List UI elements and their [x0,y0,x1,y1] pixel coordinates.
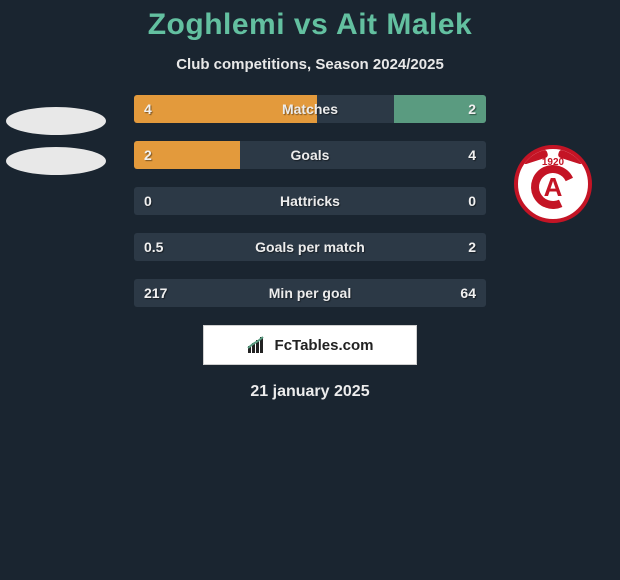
metric-label: Goals [134,141,486,169]
comparison-card: Zoghlemi vs Ait Malek Club competitions,… [0,0,620,401]
subtitle: Club competitions, Season 2024/2025 [0,56,620,73]
metric-row: 4Matches2 [134,95,486,123]
metric-row: 217Min per goal64 [134,279,486,307]
metric-row: 2Goals4 [134,141,486,169]
metric-row: 0Hattricks0 [134,187,486,215]
comparison-body: 1920 A 4Matches22Goals40Hattricks00.5Goa… [0,95,620,401]
crest-inner: A [531,165,575,209]
metric-row: 0.5Goals per match2 [134,233,486,261]
page-title: Zoghlemi vs Ait Malek [0,8,620,42]
metric-value-right: 2 [458,95,486,123]
metric-label: Min per goal [134,279,486,307]
metric-label: Matches [134,95,486,123]
player1-name: Zoghlemi [148,8,285,41]
placeholder-icon [6,147,106,175]
barchart-icon [247,336,269,354]
metric-value-right: 2 [458,233,486,261]
title-joiner: vs [294,8,328,41]
metric-label: Goals per match [134,233,486,261]
club-crest-icon: 1920 A [514,145,592,223]
crest-a-icon: A [544,174,563,200]
metric-label: Hattricks [134,187,486,215]
placeholder-icon [6,107,106,135]
player1-badge [6,95,106,195]
attribution-box: FcTables.com [203,325,417,365]
metric-value-right: 0 [458,187,486,215]
metric-value-right: 64 [450,279,486,307]
metric-rows: 4Matches22Goals40Hattricks00.5Goals per … [134,95,486,307]
metric-value-right: 4 [458,141,486,169]
date-text: 21 january 2025 [0,383,620,401]
attribution-text: FcTables.com [275,337,374,354]
player2-badge: 1920 A [514,145,614,245]
player2-name: Ait Malek [336,8,472,41]
